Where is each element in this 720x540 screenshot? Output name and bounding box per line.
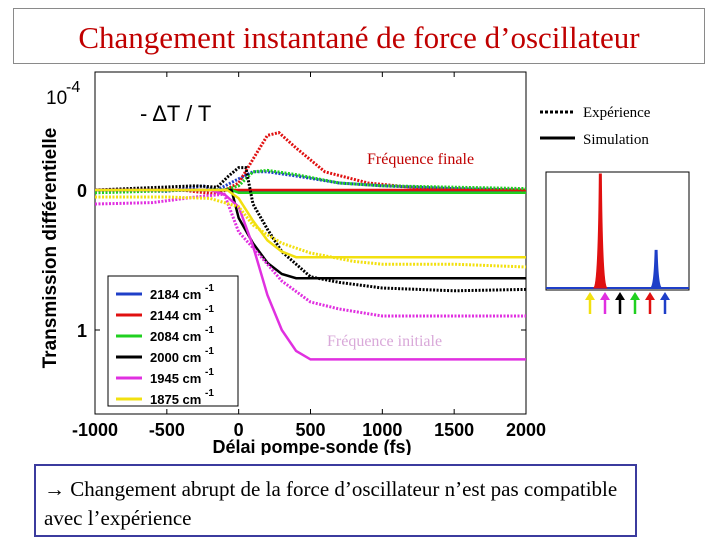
- series-legend-label: 2144 cm: [150, 308, 201, 323]
- series-legend-exponent: -1: [205, 325, 214, 336]
- x-tick-label: 2000: [506, 420, 546, 440]
- y-axis-label: Transmission différentielle: [40, 128, 61, 369]
- y-exponent-base: 10: [46, 88, 67, 109]
- series-experiment-line: [95, 195, 527, 269]
- series-legend-box: [107, 275, 239, 407]
- series-simulation-line: [95, 188, 526, 280]
- conclusion-text: → Changement abrupt de la force d’oscill…: [44, 477, 618, 530]
- series-legend-exponent: -1: [205, 346, 214, 357]
- inset-peak: [592, 173, 608, 289]
- x-tick-label: -1000: [72, 420, 118, 440]
- inset-arrow-head: [645, 292, 655, 300]
- annotation-initial: Fréquence initiale: [327, 333, 442, 350]
- annotation-final: Fréquence finale: [367, 151, 474, 168]
- y-tick-label: 0: [77, 181, 87, 201]
- x-tick-label: 0: [234, 420, 244, 440]
- style-legend: Expérience Simulation: [540, 105, 651, 148]
- inset-peak: [649, 249, 663, 289]
- conclusion-box: → Changement abrupt de la force d’oscill…: [34, 464, 637, 537]
- series-experiment-line: [95, 130, 527, 196]
- series-legend-exponent: -1: [205, 283, 214, 294]
- main-chart: 10 -4 Transmission différentielle Délai …: [40, 71, 690, 455]
- series-layer: [94, 130, 527, 361]
- series-legend-label: 2184 cm: [150, 287, 201, 302]
- legend-simulation-label: Simulation: [583, 132, 649, 148]
- x-tick-label: -500: [149, 420, 185, 440]
- slide-title: Changement instantané de force d’oscilla…: [78, 20, 640, 55]
- inset-arrow-head: [630, 292, 640, 300]
- x-tick-label: 500: [295, 420, 325, 440]
- inset-spectrum: [545, 171, 690, 314]
- legend-experience-label: Expérience: [583, 105, 651, 121]
- inset-arrow-head: [600, 292, 610, 300]
- y-tick-label: 1: [77, 321, 87, 341]
- series-legend-exponent: -1: [205, 304, 214, 315]
- series-experiment-line: [94, 166, 527, 293]
- chart-title: - ΔT / T: [140, 101, 211, 126]
- title-box: Changement instantané de force d’oscilla…: [13, 8, 705, 64]
- series-legend-label: 1875 cm: [150, 392, 201, 407]
- x-tick-label: 1000: [362, 420, 402, 440]
- series-legend-label: 2000 cm: [150, 350, 201, 365]
- axis-ticks: -1000 -500 0 500 1000 1500 2000 0 1: [72, 72, 546, 440]
- inset-arrow-head: [585, 292, 595, 300]
- series-legend-exponent: -1: [205, 388, 214, 399]
- x-axis-label: Délai pompe-sonde (fs): [212, 437, 411, 455]
- series-legend: 2184 cm -1 2144 cm -1 2084 cm -1 2000 cm -1 1945…: [107, 275, 239, 407]
- x-tick-label: 1500: [434, 420, 474, 440]
- series-simulation-line: [95, 188, 526, 259]
- series-legend-exponent: -1: [205, 367, 214, 378]
- series-legend-label: 1945 cm: [150, 371, 201, 386]
- inset-frame: [545, 171, 690, 291]
- y-exponent-power: -4: [66, 79, 80, 96]
- inset-arrow-head: [660, 292, 670, 300]
- series-simulation-line: [95, 188, 526, 361]
- series-experiment-line: [94, 192, 526, 318]
- inset-arrow-head: [615, 292, 625, 300]
- series-legend-label: 2084 cm: [150, 329, 201, 344]
